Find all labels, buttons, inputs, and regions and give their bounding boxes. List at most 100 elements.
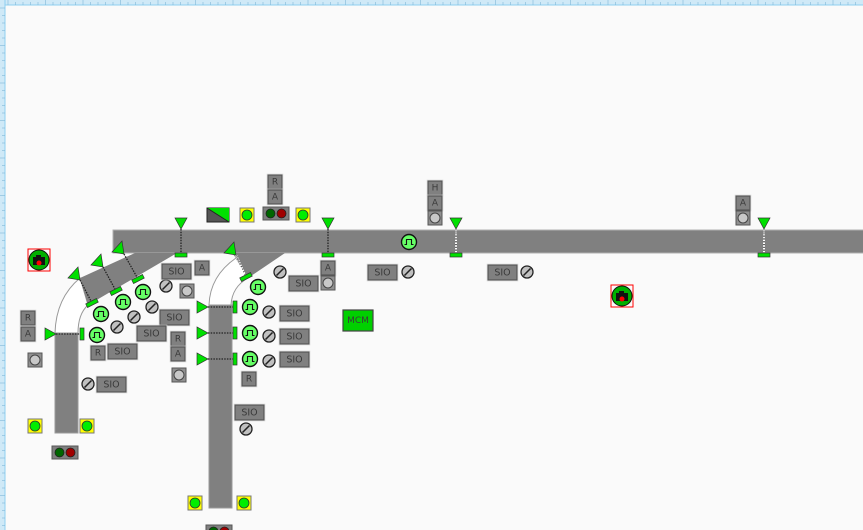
hand-button[interactable]: H	[426, 179, 444, 197]
sio-button-label: SIO	[103, 380, 119, 391]
sio-button[interactable]: SIO	[158, 308, 191, 327]
status-circle-button[interactable]	[179, 283, 195, 299]
motor-icon[interactable]	[249, 278, 267, 296]
motor-icon[interactable]	[400, 233, 418, 251]
disabled-slash-icon[interactable]	[239, 422, 253, 436]
auto-button-label: A	[740, 199, 747, 209]
indicator-lamp-icon[interactable]	[187, 495, 203, 511]
status-circle-button[interactable]	[735, 210, 751, 226]
photo-eye[interactable]	[449, 217, 463, 258]
camera-icon[interactable]	[27, 248, 51, 272]
branch-1-vertical-conveyor[interactable]	[54, 332, 79, 434]
sio-button[interactable]: SIO	[278, 304, 311, 323]
sio-button[interactable]: SIO	[135, 324, 168, 343]
indicator-lamp-icon[interactable]	[236, 495, 252, 511]
indicator-lamp-icon[interactable]	[79, 418, 95, 434]
photo-eye[interactable]	[196, 300, 238, 314]
sio-button[interactable]: SIO	[233, 403, 266, 422]
status-circle-button[interactable]	[320, 275, 336, 291]
disabled-slash-icon[interactable]	[262, 354, 276, 368]
disabled-slash-icon[interactable]	[262, 305, 276, 319]
status-circle-button[interactable]	[427, 210, 443, 226]
hand-button-label: H	[432, 184, 439, 194]
disabled-slash-icon[interactable]	[159, 279, 173, 293]
camera-icon[interactable]	[610, 284, 634, 308]
auto-button[interactable]: A	[19, 325, 37, 343]
motor-icon[interactable]	[241, 324, 259, 342]
photo-eye-triangle-icon	[111, 240, 125, 255]
disabled-slash-icon[interactable]	[401, 265, 415, 279]
photo-eye[interactable]	[111, 240, 145, 284]
photo-eye[interactable]	[44, 327, 85, 341]
auto-button[interactable]: A	[169, 345, 187, 363]
sio-button[interactable]: SIO	[287, 274, 320, 293]
sio-button[interactable]: SIO	[106, 342, 139, 361]
photo-eye[interactable]	[196, 352, 238, 366]
sio-button[interactable]: SIO	[486, 263, 519, 282]
reset-button[interactable]: R	[240, 370, 258, 388]
sio-button[interactable]: SIO	[278, 350, 311, 369]
sio-button-label: SIO	[241, 408, 257, 419]
left-ruler	[0, 0, 6, 530]
motor-icon[interactable]	[114, 293, 132, 311]
auto-button-label: A	[272, 193, 279, 203]
main-conveyor[interactable]	[112, 229, 863, 254]
branch-2-diagonal-conveyor[interactable]	[232, 253, 285, 278]
reflector-icon	[79, 327, 85, 341]
disabled-slash-icon[interactable]	[273, 265, 287, 279]
red-green-lamp-icon[interactable]	[51, 445, 79, 460]
disabled-slash-icon[interactable]	[520, 265, 534, 279]
status-circle-button[interactable]	[171, 367, 187, 383]
branch-1-diagonal-conveyor[interactable]	[80, 253, 177, 305]
photo-eye[interactable]	[757, 217, 771, 258]
reflector-icon	[239, 272, 253, 282]
photo-eye[interactable]	[321, 217, 335, 258]
reset-button[interactable]: R	[266, 173, 284, 191]
photo-eye[interactable]	[223, 241, 253, 282]
motor-icon[interactable]	[92, 305, 110, 323]
photo-eye[interactable]	[67, 266, 99, 308]
motor-icon[interactable]	[241, 350, 259, 368]
reset-button-label: R	[246, 375, 252, 385]
disabled-slash-icon[interactable]	[262, 329, 276, 343]
sio-button[interactable]: SIO	[160, 262, 193, 281]
auto-button[interactable]: A	[193, 259, 211, 277]
reset-button[interactable]: R	[89, 344, 107, 362]
motor-icon[interactable]	[134, 283, 152, 301]
red-green-lamp-icon[interactable]	[262, 206, 290, 221]
indicator-lamp-icon[interactable]	[27, 418, 43, 434]
auto-button[interactable]: A	[734, 194, 752, 212]
diverter-icon[interactable]	[206, 207, 230, 223]
motor-icon[interactable]	[88, 326, 106, 344]
sio-button[interactable]: SIO	[278, 327, 311, 346]
disabled-slash-icon[interactable]	[127, 310, 141, 324]
reset-button-label: R	[95, 349, 101, 359]
branch-2-vertical-conveyor[interactable]	[208, 304, 233, 509]
auto-button[interactable]: A	[266, 188, 284, 206]
photo-eye-triangle-icon	[196, 326, 209, 340]
circle-icon	[429, 212, 441, 224]
auto-button[interactable]: A	[426, 194, 444, 212]
sio-button[interactable]: SIO	[366, 263, 399, 282]
indicator-lamp-icon[interactable]	[295, 207, 311, 223]
reflector-icon	[232, 300, 238, 314]
sio-button-label: SIO	[114, 347, 130, 358]
indicator-lamp-icon[interactable]	[239, 207, 255, 223]
disabled-slash-icon[interactable]	[110, 320, 124, 334]
photo-eye[interactable]	[196, 326, 238, 340]
photo-eye-triangle-icon	[449, 217, 463, 230]
reset-button[interactable]: R	[169, 330, 187, 348]
red-green-lamp-icon[interactable]	[205, 524, 233, 530]
sio-button[interactable]: SIO	[95, 375, 128, 394]
photo-eye[interactable]	[174, 217, 188, 258]
reset-button[interactable]: R	[19, 309, 37, 327]
auto-button[interactable]: A	[319, 259, 337, 277]
mcm-label: MCM	[347, 316, 369, 326]
mcm-button[interactable]: MCM	[342, 309, 374, 332]
status-circle-button[interactable]	[27, 352, 43, 368]
disabled-slash-icon[interactable]	[145, 300, 159, 314]
photo-eye-triangle-icon	[44, 327, 57, 341]
disabled-slash-icon[interactable]	[81, 377, 95, 391]
photo-eye[interactable]	[90, 253, 123, 296]
motor-icon[interactable]	[241, 298, 259, 316]
